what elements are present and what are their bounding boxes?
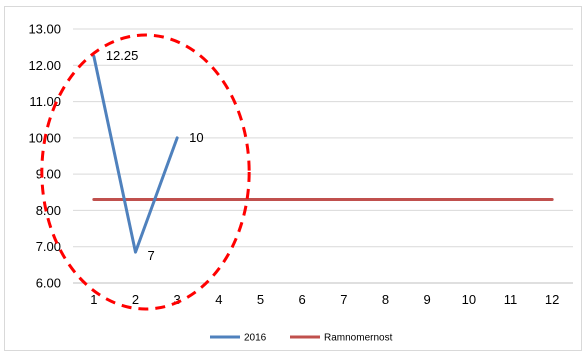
- x-axis-tick-labels: 1 2 3 4 5 6 7 8 9 10 11 12: [90, 292, 559, 307]
- x-tick-label: 7: [340, 292, 347, 307]
- x-tick-label: 10: [462, 292, 476, 307]
- annotation-layer: [40, 33, 251, 311]
- data-label: 10: [189, 130, 203, 145]
- x-tick-label: 8: [382, 292, 389, 307]
- x-tick-label: 4: [215, 292, 222, 307]
- legend-label: 2016: [244, 333, 267, 344]
- gridlines: [73, 28, 573, 284]
- series-line-2016: [92, 54, 179, 254]
- annotation-dashed-ellipse: [40, 33, 251, 311]
- data-label: 7: [148, 248, 155, 263]
- x-tick-label: 5: [257, 292, 264, 307]
- x-tick-label: 12: [545, 292, 559, 307]
- x-tick-label: 1: [90, 292, 97, 307]
- x-tick-label: 9: [424, 292, 431, 307]
- y-tick-label: 9.00: [36, 167, 61, 182]
- y-tick-label: 6.00: [36, 276, 61, 291]
- y-tick-label: 11.00: [29, 94, 61, 109]
- y-tick-label: 13.00: [28, 22, 61, 37]
- legend: 2016 Ramnomernost: [210, 333, 393, 344]
- x-tick-label: 6: [299, 292, 306, 307]
- x-tick-label: 3: [174, 292, 181, 307]
- y-tick-label: 8.00: [36, 203, 61, 218]
- legend-label: Ramnomernost: [324, 333, 393, 344]
- chart-frame: [4, 6, 582, 351]
- data-label: 12.25: [106, 48, 139, 63]
- series-lines: [92, 54, 554, 254]
- data-labels: 12.25 7 10: [106, 48, 204, 263]
- x-tick-label: 11: [504, 292, 518, 307]
- x-tick-label: 2: [132, 292, 139, 307]
- y-tick-label: 7.00: [36, 239, 61, 254]
- y-tick-label: 12.00: [28, 58, 61, 73]
